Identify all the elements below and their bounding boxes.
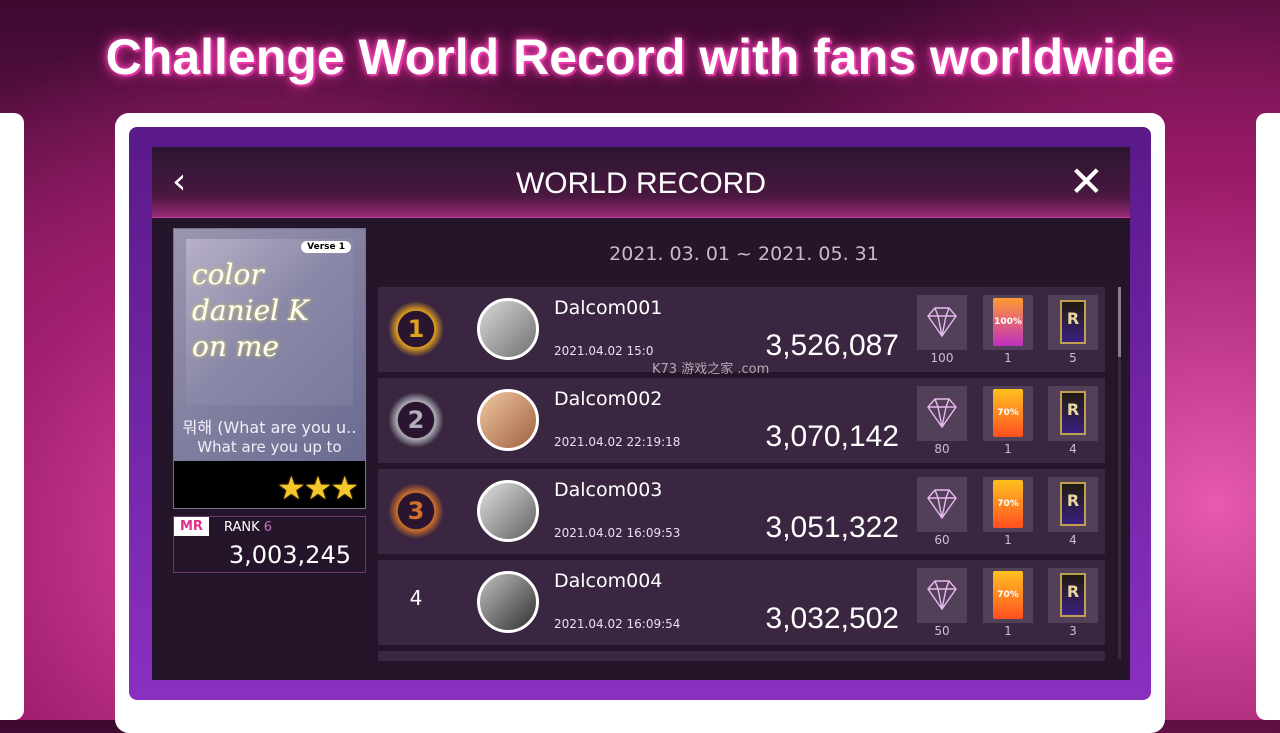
card-count: 5 <box>1069 351 1077 365</box>
booster-count: 1 <box>1004 533 1012 547</box>
rank-value: 6 <box>263 520 273 535</box>
gem-count: 80 <box>934 442 950 456</box>
card-reward: R <box>1048 295 1098 350</box>
card-count: 4 <box>1069 442 1077 456</box>
table-row[interactable]: 3 Dalcom003 2021.04.02 16:09:53 3,051,32… <box>378 469 1105 554</box>
verse-badge: Verse 1 <box>301 241 351 253</box>
record-date: 2021.04.02 16:09:53 <box>554 526 681 540</box>
diamond-icon <box>927 489 957 520</box>
avatar[interactable] <box>477 571 539 633</box>
watermark: K73 游戏之家 .com <box>652 362 770 377</box>
song-subtitle: What are you up to <box>197 438 342 456</box>
gem-reward <box>917 568 967 623</box>
header: ‹ WORLD RECORD ✕ <box>152 147 1130 218</box>
card-reward: R <box>1048 568 1098 623</box>
booster-ticket-icon: 100% <box>993 298 1023 346</box>
album-art: color daniel K on me <box>186 239 353 405</box>
booster-count: 1 <box>1004 351 1012 365</box>
rank-number: 1 <box>407 315 425 343</box>
chevron-left-icon[interactable]: ‹ <box>172 161 187 202</box>
song-title: 뭐해 (What are you u.. <box>182 418 357 437</box>
r-card-icon: R <box>1060 573 1086 617</box>
score: 3,032,502 <box>765 602 899 635</box>
booster-ticket-icon: 70% <box>993 571 1023 619</box>
card-count: 4 <box>1069 533 1077 547</box>
my-rank: RANK 6 <box>224 520 272 535</box>
booster-ticket-icon: 70% <box>993 480 1023 528</box>
rank-medal-icon: 2 <box>388 392 444 448</box>
avatar[interactable] <box>477 389 539 451</box>
gem-count: 100 <box>930 351 954 365</box>
player-name: Dalcom004 <box>554 570 663 592</box>
avatar[interactable] <box>477 480 539 542</box>
rank-medal-icon: 3 <box>388 483 444 539</box>
scrollbar-thumb[interactable] <box>1118 287 1121 357</box>
table-row[interactable]: 2 Dalcom002 2021.04.02 22:19:18 3,070,14… <box>378 378 1105 463</box>
booster-reward: 70% <box>983 477 1033 532</box>
rank-number: 2 <box>407 406 425 434</box>
close-icon[interactable]: ✕ <box>1068 157 1104 206</box>
booster-label: 70% <box>997 408 1019 418</box>
score: 3,051,322 <box>765 511 899 544</box>
gem-reward <box>917 295 967 350</box>
booster-ticket-icon: 70% <box>993 389 1023 437</box>
my-score: 3,003,245 <box>228 541 351 569</box>
record-date: 2021.04.02 22:19:18 <box>554 435 681 449</box>
cover-art-text: color daniel K on me <box>192 258 309 363</box>
gem-reward <box>917 386 967 441</box>
booster-label: 70% <box>997 499 1019 509</box>
r-card-icon: R <box>1060 482 1086 526</box>
page-title: WORLD RECORD <box>515 167 766 200</box>
mr-badge: MR <box>174 517 209 536</box>
score: 3,526,087 <box>765 329 899 362</box>
rank-number: 4 <box>409 586 423 610</box>
player-name: Dalcom003 <box>554 479 663 501</box>
album-cover: color daniel K on me Verse 1 뭐해 (What ar… <box>174 229 365 461</box>
card-reward: R <box>1048 477 1098 532</box>
my-record: MR RANK 6 3,003,245 <box>173 516 366 573</box>
r-card-icon: R <box>1060 391 1086 435</box>
player-name: Dalcom001 <box>554 297 663 319</box>
diamond-icon <box>927 307 957 338</box>
record-date: 2021.04.02 16:09:54 <box>554 617 681 631</box>
rank-medal-icon: 1 <box>388 301 444 357</box>
booster-reward: 70% <box>983 568 1033 623</box>
booster-reward: 100% <box>983 295 1033 350</box>
side-card-left <box>0 113 24 720</box>
score: 3,070,142 <box>765 420 899 453</box>
booster-label: 70% <box>997 590 1019 600</box>
table-row[interactable]: 1 Dalcom001 2021.04.02 15:0 3,526,087 10… <box>378 287 1105 372</box>
diamond-icon <box>927 580 957 611</box>
rank-label: RANK <box>224 520 260 535</box>
gem-reward <box>917 477 967 532</box>
card-reward: R <box>1048 386 1098 441</box>
r-card-icon: R <box>1060 300 1086 344</box>
gem-count: 60 <box>934 533 950 547</box>
side-card-right <box>1256 113 1280 720</box>
booster-label: 100% <box>994 317 1022 327</box>
table-row[interactable]: 4 Dalcom004 2021.04.02 16:09:54 3,032,50… <box>378 560 1105 645</box>
album-card: color daniel K on me Verse 1 뭐해 (What ar… <box>173 228 366 509</box>
ranking-list[interactable]: 1 Dalcom001 2021.04.02 15:0 3,526,087 10… <box>378 287 1105 661</box>
diamond-icon <box>927 398 957 429</box>
booster-count: 1 <box>1004 442 1012 456</box>
record-period: 2021. 03. 01 ~ 2021. 05. 31 <box>609 243 879 265</box>
card-count: 3 <box>1069 624 1077 638</box>
world-record-panel: ‹ WORLD RECORD ✕ color daniel K on me Ve… <box>152 147 1130 680</box>
booster-count: 1 <box>1004 624 1012 638</box>
star-rating: ★★★ <box>276 469 359 507</box>
player-name: Dalcom002 <box>554 388 663 410</box>
booster-reward: 70% <box>983 386 1033 441</box>
gem-count: 50 <box>934 624 950 638</box>
record-date: 2021.04.02 15:0 <box>554 344 654 358</box>
scrollbar[interactable] <box>1118 287 1121 659</box>
avatar[interactable] <box>477 298 539 360</box>
table-row[interactable] <box>378 651 1105 661</box>
promo-title: Challenge World Record with fans worldwi… <box>105 29 1175 85</box>
rank-number: 3 <box>407 497 425 525</box>
